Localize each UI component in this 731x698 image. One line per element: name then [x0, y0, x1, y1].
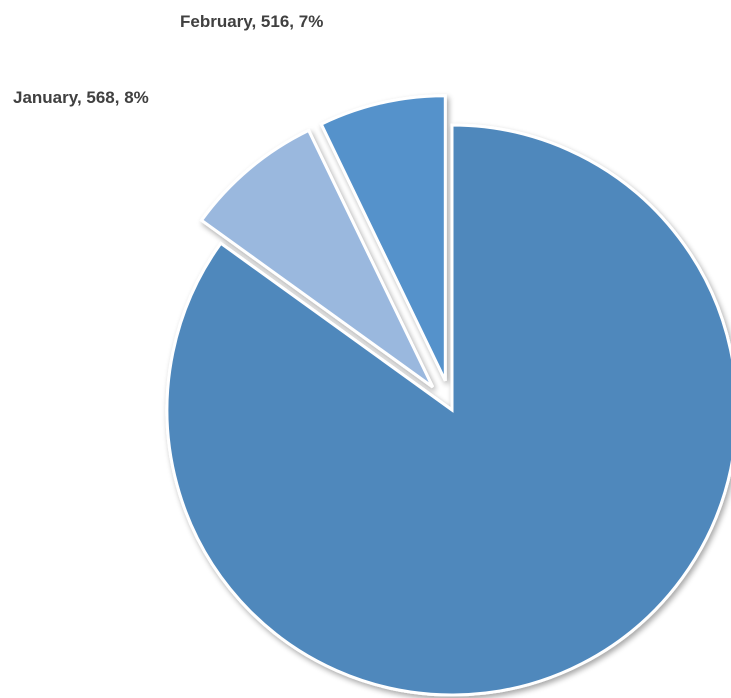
- pie-slice-january: [199, 128, 435, 389]
- pie-slice-february: [319, 94, 447, 382]
- data-label-january: January, 568, 8%: [13, 88, 149, 107]
- data-label-february: February, 516, 7%: [180, 12, 323, 31]
- pie-slices: [165, 94, 731, 697]
- pie-slice-other: [165, 123, 731, 697]
- pie-labels: February, 516, 7% January, 568, 8%: [13, 12, 323, 107]
